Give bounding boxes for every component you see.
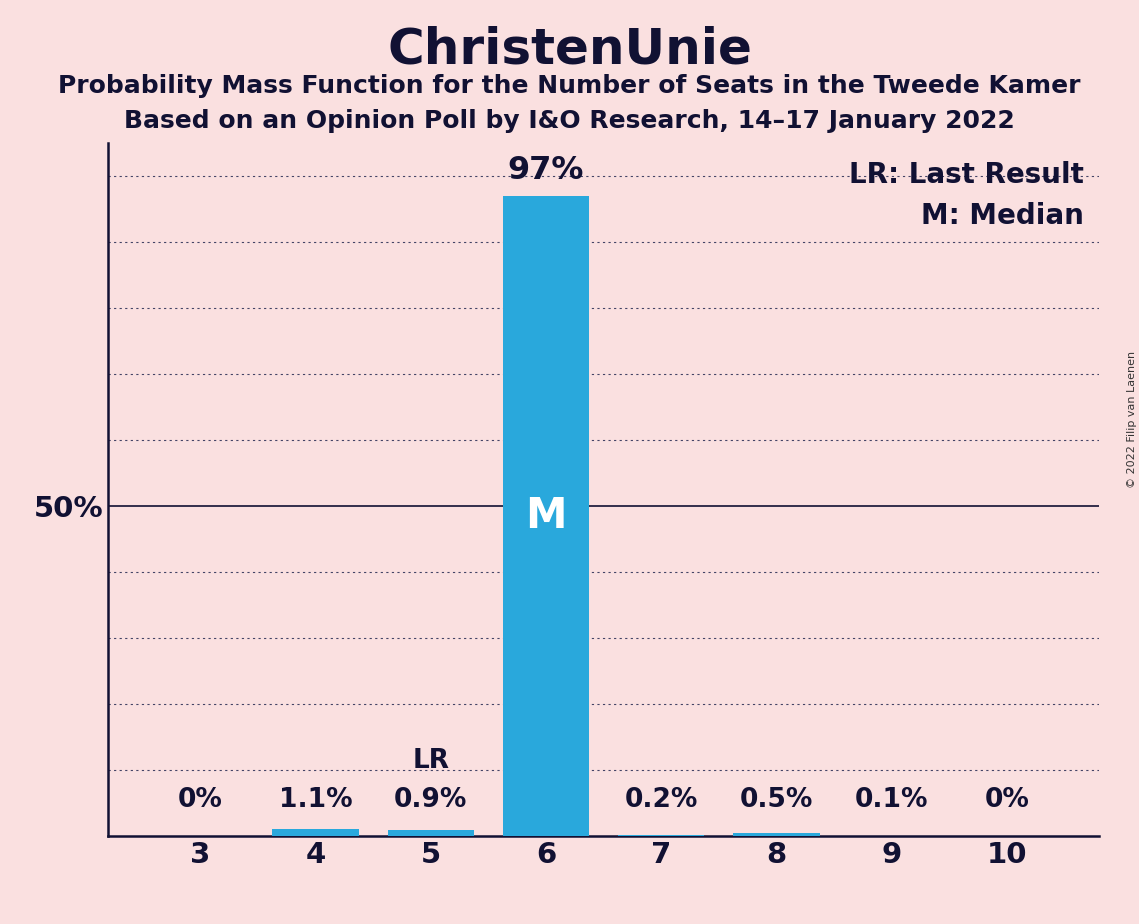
Text: 0%: 0% [984,787,1030,813]
Text: Probability Mass Function for the Number of Seats in the Tweede Kamer: Probability Mass Function for the Number… [58,74,1081,98]
Text: M: M [525,495,567,537]
Bar [387,831,474,836]
Text: 1.1%: 1.1% [279,787,352,813]
Text: 0%: 0% [178,787,223,813]
Text: 0.1%: 0.1% [855,787,928,813]
Text: © 2022 Filip van Laenen: © 2022 Filip van Laenen [1126,351,1137,488]
Bar [272,829,359,836]
Text: Based on an Opinion Poll by I&O Research, 14–17 January 2022: Based on an Opinion Poll by I&O Research… [124,109,1015,133]
Bar [734,833,820,836]
Bar [618,835,705,836]
Text: ChristenUnie: ChristenUnie [387,26,752,74]
Text: LR: LR [412,748,449,773]
Text: 0.5%: 0.5% [740,787,813,813]
Text: 0.2%: 0.2% [624,787,698,813]
Text: LR: Last Result: LR: Last Result [850,161,1084,188]
Text: 0.9%: 0.9% [394,787,467,813]
Text: M: Median: M: Median [921,202,1084,230]
Bar [502,196,589,836]
Text: 97%: 97% [508,155,584,186]
